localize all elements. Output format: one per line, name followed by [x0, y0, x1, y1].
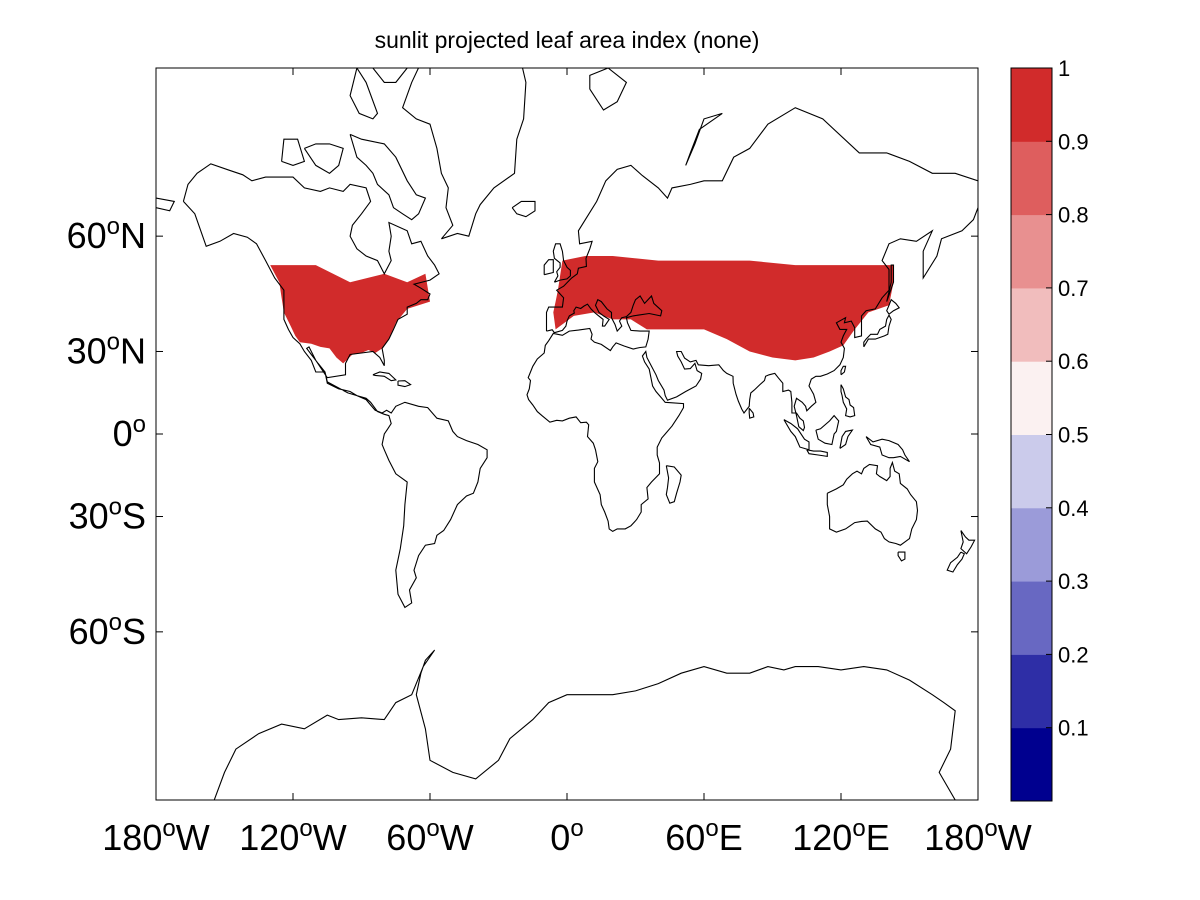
colorbar-tick-label: 0.1 [1058, 716, 1089, 741]
colorbar-segment [1011, 141, 1052, 216]
colorbar-tick-label: 0.6 [1058, 349, 1089, 374]
coastline-15 [865, 436, 910, 463]
coastline-14 [839, 429, 854, 449]
lat-label: 0o [113, 411, 146, 454]
coastline-20 [946, 551, 966, 573]
colorbar-segment [1011, 287, 1052, 362]
colorbar-tick-label: 0.2 [1058, 642, 1089, 667]
colorbar-segment [1011, 214, 1052, 289]
lon-label: 60oW [386, 815, 473, 858]
map-background [156, 68, 978, 800]
field-region-north-america [270, 265, 430, 364]
colorbar-tick-label: 0.8 [1058, 203, 1089, 228]
colorbar: 0.1 0.2 0.3 0.4 0.5 0.6 0.7 0.8 0.9 1 [1010, 56, 1089, 802]
colorbar-segment [1011, 361, 1052, 435]
coastline-6 [543, 259, 554, 276]
coastline-25 [349, 133, 427, 221]
coastline-17 [826, 460, 919, 546]
coastline-5 [552, 243, 571, 283]
coastline-27 [281, 138, 306, 166]
colorbar-segment [1011, 507, 1052, 582]
lon-label: 120oW [239, 815, 346, 858]
lon-label: 180oW [102, 815, 209, 858]
coastline-28 [349, 68, 379, 120]
coastline-18 [897, 551, 906, 562]
coastline-32 [685, 112, 723, 166]
coastline-8 [886, 298, 901, 315]
coastline-23 [372, 371, 397, 382]
lat-label: 60oS [69, 609, 146, 652]
colorbar-tick-label: 0.4 [1058, 496, 1089, 521]
coastline-12 [806, 449, 828, 458]
lon-label: 0o [550, 815, 583, 858]
coastline-21 [665, 465, 682, 504]
latitude-axis: 60oN 30oN 0o 30oS 60oS [67, 213, 978, 652]
colorbar-tick-label: 0.3 [1058, 569, 1089, 594]
colorbar-segment [1011, 654, 1052, 729]
lon-label: 120oE [792, 815, 889, 858]
coastline-1 [401, 68, 527, 240]
coastline-24 [397, 380, 412, 388]
longitude-axis: 180oW 120oW 60oW 0o 60oE 120oE 180oW [102, 68, 1032, 858]
colorbar-segment [1011, 434, 1052, 509]
field-region-eurasia [553, 256, 894, 361]
colorbar-segment [1011, 581, 1052, 655]
colorbar-tick-label: 1 [1058, 56, 1070, 81]
coastline-7 [511, 200, 536, 218]
colorbar-segment [1011, 727, 1052, 802]
map-title: sunlit projected leaf area index (none) [375, 27, 760, 53]
coastline-4 [526, 207, 978, 533]
colorbar-tick-label: 0.9 [1058, 129, 1089, 154]
coastline-31 [589, 68, 628, 111]
coastline-22 [748, 407, 755, 419]
coastline-19 [960, 530, 976, 555]
colorbar-tick-label: 0.5 [1058, 423, 1089, 448]
leaf-area-field [270, 256, 894, 364]
colorbar-segment [1011, 68, 1052, 142]
coastline-16 [840, 384, 856, 418]
coastline-3 [156, 197, 176, 212]
coastline-10 [840, 365, 847, 376]
coastline-9 [863, 314, 892, 348]
coastline-0 [182, 163, 488, 609]
colorbar-tick-label: 0.7 [1058, 276, 1089, 301]
coastline-2 [545, 107, 978, 332]
lon-label: 180oW [924, 815, 1031, 858]
coastline-26 [303, 143, 344, 174]
lat-label: 30oS [69, 494, 146, 537]
coastline-11 [783, 419, 810, 451]
coastline-13 [815, 414, 840, 446]
lat-label: 60oN [67, 213, 146, 256]
lon-label: 60oE [665, 815, 742, 858]
coastline-29 [372, 68, 409, 83]
coastline-33 [886, 264, 895, 302]
coastlines [156, 68, 978, 800]
coastline-30 [213, 649, 956, 800]
lat-label: 30oN [67, 328, 146, 371]
